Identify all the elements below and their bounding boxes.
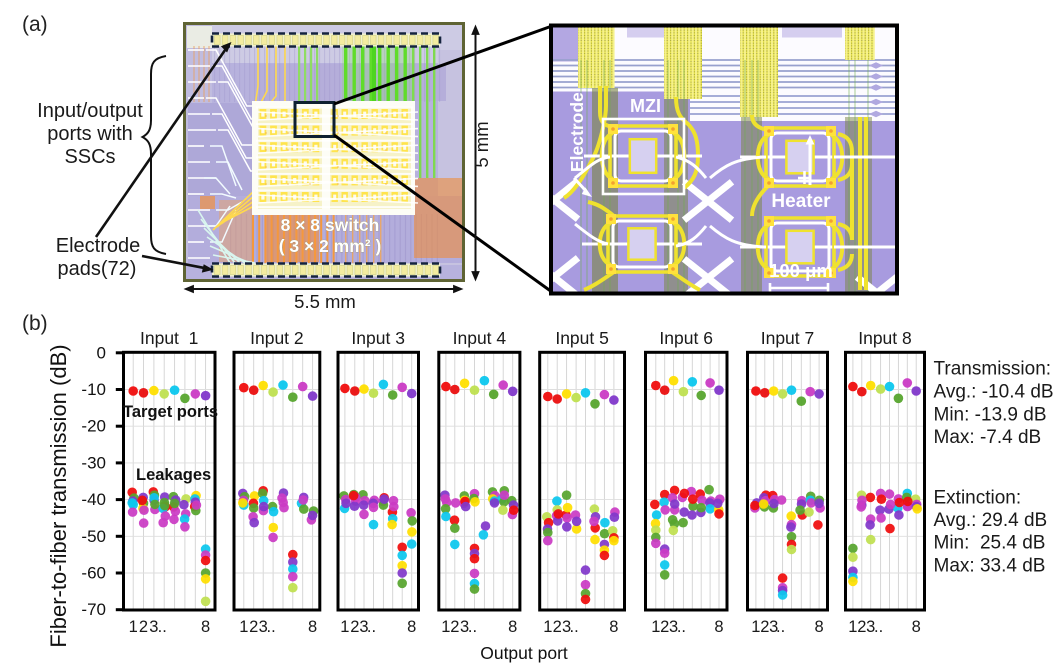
svg-text:Extinction:: Extinction: [934,488,1022,509]
svg-text:Electrode: Electrode [56,235,141,257]
svg-text:8: 8 [714,618,723,636]
svg-text:2: 2 [450,618,459,636]
svg-text:pads(72): pads(72) [58,258,137,280]
svg-text:Input 5: Input 5 [555,328,609,348]
svg-text:0: 0 [97,343,106,362]
svg-text:1: 1 [651,618,660,636]
svg-text:8: 8 [815,618,824,636]
svg-text:2: 2 [350,618,359,636]
svg-text:Heater: Heater [771,191,831,212]
svg-text:..: .. [570,618,579,636]
svg-text:MZI: MZI [630,96,661,116]
svg-text:-20: -20 [81,417,106,436]
svg-text:1: 1 [239,618,248,636]
svg-text:Input/output: Input/output [37,100,143,122]
svg-text:Electrode: Electrode [567,92,587,172]
svg-text:2: 2 [857,618,866,636]
svg-text:3: 3 [769,618,778,636]
svg-text:Input 4: Input 4 [453,328,507,348]
svg-text:1: 1 [340,618,349,636]
svg-text:2: 2 [249,618,258,636]
svg-text:1: 1 [751,618,760,636]
svg-text:8: 8 [912,618,921,636]
svg-text:..: .. [776,618,785,636]
svg-text:..: .. [267,618,276,636]
svg-text:..: .. [468,618,477,636]
svg-text:8: 8 [508,618,517,636]
svg-text:..: .. [158,618,167,636]
svg-text:5.5 mm: 5.5 mm [294,291,356,312]
svg-text:-10: -10 [81,380,106,399]
svg-text:(a): (a) [22,13,48,36]
svg-text:8: 8 [201,618,210,636]
svg-text:1: 1 [543,618,552,636]
svg-text:ports with: ports with [47,123,133,145]
svg-text:Input 7: Input 7 [761,328,815,348]
svg-text:Target ports: Target ports [123,403,218,421]
svg-text:-30: -30 [81,453,106,472]
svg-text:Avg.: 29.4 dB: Avg.: 29.4 dB [934,510,1048,531]
svg-text:1: 1 [129,618,138,636]
svg-text:Output port: Output port [480,643,568,663]
svg-text:2: 2 [139,618,148,636]
svg-text:Min: 25.4 dB: Min: 25.4 dB [934,533,1046,554]
svg-text:5 mm: 5 mm [471,121,492,167]
svg-text:3: 3 [562,618,571,636]
svg-text:..: .. [677,618,686,636]
svg-text:3: 3 [460,618,469,636]
svg-text:100 μm: 100 μm [769,260,833,281]
svg-text:..: .. [874,618,883,636]
svg-text:Max: 33.4 dB: Max: 33.4 dB [934,555,1046,576]
svg-text:SSCs: SSCs [64,146,115,168]
svg-text:( 3 × 2 mm² ): ( 3 × 2 mm² ) [279,236,382,256]
svg-text:3: 3 [866,618,875,636]
svg-text:-70: -70 [81,600,106,619]
svg-text:(b): (b) [22,312,48,335]
svg-text:..: .. [367,618,376,636]
svg-text:Avg.: -10.4 dB: Avg.: -10.4 dB [934,381,1054,402]
svg-text:Input 2: Input 2 [250,328,304,348]
svg-text:Max: -7.4 dB: Max: -7.4 dB [934,427,1042,448]
svg-text:Leakages: Leakages [136,466,211,484]
svg-text:Input 3: Input 3 [351,328,405,348]
svg-text:2: 2 [660,618,669,636]
svg-text:8: 8 [407,618,416,636]
svg-text:3: 3 [359,618,368,636]
svg-text:3: 3 [259,618,268,636]
svg-text:-50: -50 [81,527,106,546]
svg-text:-40: -40 [81,490,106,509]
svg-text:Transmission:: Transmission: [934,359,1052,380]
svg-text:2: 2 [760,618,769,636]
svg-text:3: 3 [149,618,158,636]
svg-text:Input 6: Input 6 [659,328,713,348]
svg-text:1: 1 [441,618,450,636]
svg-text:Input 1: Input 1 [140,328,198,348]
svg-text:3: 3 [669,618,678,636]
svg-text:8: 8 [609,618,618,636]
svg-text:8: 8 [308,618,317,636]
svg-text:Input 8: Input 8 [858,328,912,348]
svg-text:Min: -13.9 dB: Min: -13.9 dB [934,404,1047,425]
svg-text:Fiber-to-fiber transmission (d: Fiber-to-fiber transmission (dB) [46,344,71,647]
svg-text:1: 1 [848,618,857,636]
svg-text:8 × 8 switch: 8 × 8 switch [281,215,380,235]
svg-text:-60: -60 [81,564,106,583]
svg-text:2: 2 [553,618,562,636]
